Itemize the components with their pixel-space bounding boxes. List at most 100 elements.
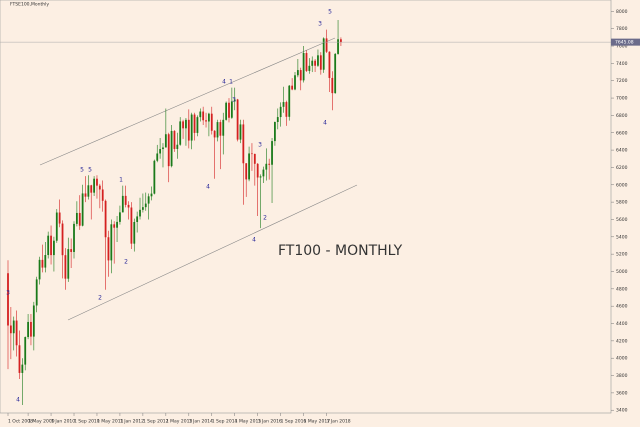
candle-body bbox=[139, 209, 141, 217]
candle-body bbox=[308, 65, 311, 71]
candle-body bbox=[216, 122, 219, 138]
candle-body bbox=[328, 51, 331, 78]
y-tick-label: 4200 bbox=[616, 338, 628, 344]
y-tick-label: 7800 bbox=[616, 26, 628, 32]
candle-body bbox=[101, 189, 104, 201]
last-price-label: 7645.08 bbox=[615, 40, 634, 46]
wave-label: 3 bbox=[258, 142, 262, 149]
candle-body bbox=[64, 255, 67, 279]
candle-body bbox=[259, 176, 262, 178]
candle-body bbox=[130, 207, 133, 244]
x-tick-label: 1 Jan 2010 bbox=[51, 419, 75, 425]
candle-body bbox=[170, 130, 173, 167]
candle-body bbox=[205, 120, 207, 122]
candle-body bbox=[35, 279, 38, 306]
candle-body bbox=[27, 321, 29, 338]
candle-body bbox=[228, 102, 230, 118]
candle-body bbox=[50, 235, 52, 256]
candle-body bbox=[314, 60, 316, 66]
candle-body bbox=[222, 119, 225, 136]
wave-label: 4 bbox=[206, 184, 210, 191]
candle-body bbox=[7, 273, 9, 326]
candle-body bbox=[47, 235, 50, 256]
candle-body bbox=[268, 163, 271, 165]
candle-body bbox=[78, 212, 81, 226]
candle-body bbox=[75, 212, 78, 224]
candle-body bbox=[70, 249, 73, 252]
candle-body bbox=[265, 163, 268, 170]
candle-body bbox=[38, 259, 41, 280]
candle-body bbox=[337, 39, 339, 54]
candle-body bbox=[302, 52, 305, 81]
y-tick-label: 6200 bbox=[616, 165, 628, 171]
candle-body bbox=[179, 121, 182, 145]
candle-body bbox=[93, 178, 95, 193]
y-tick-label: 7400 bbox=[616, 61, 628, 67]
candle-body bbox=[30, 321, 32, 337]
candle-body bbox=[159, 149, 162, 154]
wave-label: 1 bbox=[229, 79, 233, 86]
candle-body bbox=[21, 364, 24, 373]
candle-body bbox=[90, 185, 93, 193]
candle-body bbox=[121, 195, 124, 213]
wave-label: 2 bbox=[124, 259, 128, 266]
candle-body bbox=[299, 70, 302, 81]
y-tick-label: 5200 bbox=[616, 252, 628, 258]
candle-body bbox=[291, 85, 294, 90]
wave-label: 1 bbox=[119, 177, 123, 184]
x-tick-label: 1 Oct 2008 bbox=[8, 419, 33, 425]
wave-label: 4 bbox=[252, 237, 256, 244]
candle-body bbox=[164, 134, 167, 148]
candle-body bbox=[24, 337, 27, 365]
candle-body bbox=[236, 99, 239, 140]
candle-body bbox=[144, 203, 147, 208]
candle-body bbox=[193, 114, 196, 133]
candle-body bbox=[41, 259, 44, 268]
wave-label: 4 bbox=[323, 120, 327, 127]
candle-body bbox=[156, 153, 159, 161]
y-tick-label: 6000 bbox=[616, 182, 628, 188]
plot-area bbox=[0, 0, 612, 414]
candle-body bbox=[104, 200, 107, 238]
candle-body bbox=[262, 169, 265, 177]
candle-body bbox=[296, 70, 299, 76]
upper-channel bbox=[39, 37, 336, 166]
candle-body bbox=[141, 207, 144, 210]
candle-body bbox=[199, 111, 202, 118]
candle-body bbox=[230, 101, 233, 118]
wave-label: 5 bbox=[88, 167, 92, 174]
candle-body bbox=[58, 212, 61, 224]
y-tick-label: 6600 bbox=[616, 130, 628, 136]
candle-body bbox=[185, 119, 187, 129]
candle-body bbox=[162, 147, 164, 150]
candle-body bbox=[113, 224, 116, 228]
candle-body bbox=[331, 77, 334, 94]
lower-channel bbox=[67, 184, 358, 321]
candle-body bbox=[87, 185, 90, 197]
y-tick-label: 3400 bbox=[616, 408, 628, 414]
candle-body bbox=[176, 144, 179, 149]
wave-label: 3 bbox=[232, 97, 236, 104]
candle-body bbox=[288, 85, 291, 117]
candle-body bbox=[61, 223, 64, 256]
candle-body bbox=[96, 178, 98, 186]
wave-label: 3 bbox=[318, 21, 322, 28]
candle-body bbox=[322, 38, 325, 70]
candle-body bbox=[133, 221, 136, 244]
candle-body bbox=[190, 114, 193, 141]
y-tick-label: 8000 bbox=[616, 9, 628, 15]
y-tick-label: 4600 bbox=[616, 304, 628, 310]
x-tick-label: 1 May 2011 bbox=[97, 419, 124, 425]
x-tick-label: 1 Jan 2014 bbox=[189, 419, 213, 425]
candle-body bbox=[219, 122, 222, 136]
y-tick-label: 6800 bbox=[616, 113, 628, 119]
x-tick-label: 1 Sep 2014 bbox=[212, 419, 238, 425]
candle-body bbox=[239, 124, 242, 140]
candle-body bbox=[256, 163, 259, 178]
chart-title: FTSE100,Monthly bbox=[10, 2, 49, 8]
wave-label: 2 bbox=[98, 295, 102, 302]
y-tick-label: 5800 bbox=[616, 200, 628, 206]
wave-label: 4 bbox=[222, 79, 226, 86]
candle-body bbox=[271, 141, 273, 165]
